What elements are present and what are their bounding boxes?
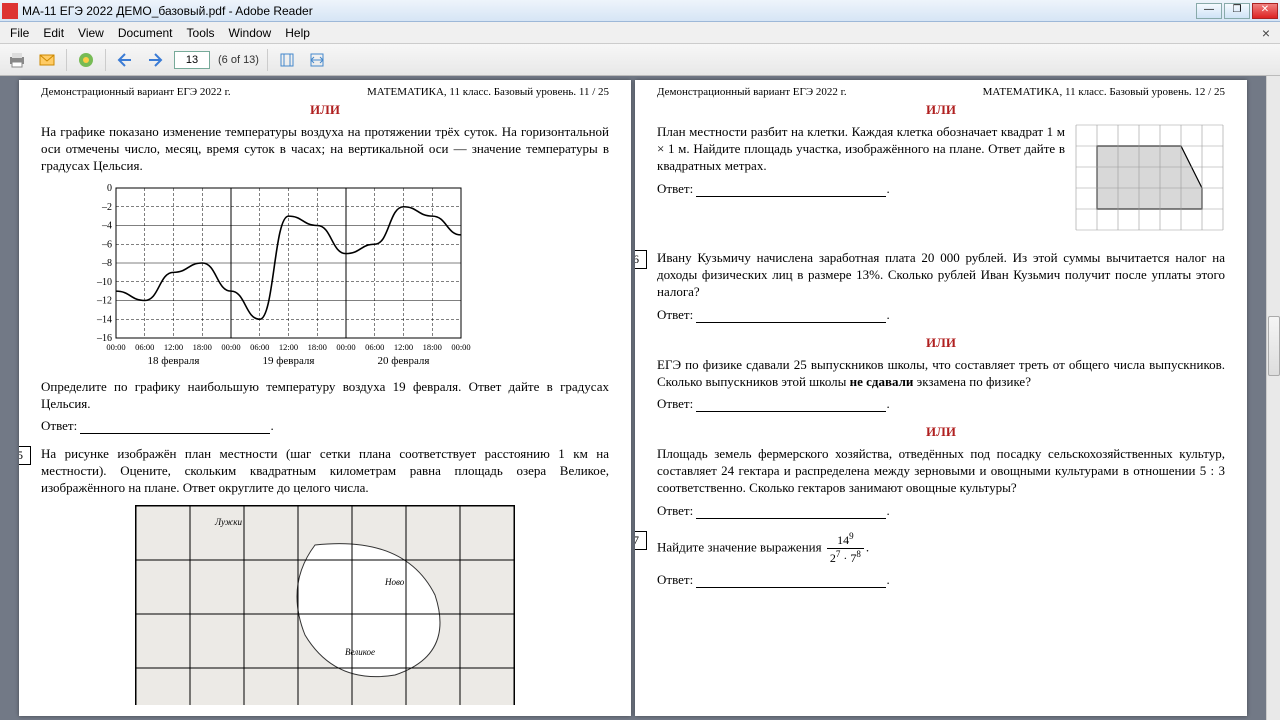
close-button[interactable]: ✕ [1252,3,1278,19]
svg-text:12:00: 12:00 [279,342,298,352]
svg-text:20 февраля: 20 февраля [378,355,430,367]
problem-b-text: ЕГЭ по физике сдавали 25 выпускников шко… [657,357,1225,391]
menu-edit[interactable]: Edit [37,24,70,42]
page-header-left: Демонстрационный вариант ЕГЭ 2022 г. [657,86,847,98]
svg-text:0: 0 [107,183,112,194]
svg-text:Великое: Великое [345,647,375,657]
toolbar: (6 of 13) [0,44,1280,76]
answer-line [696,311,886,323]
answer-line [696,507,886,519]
question-5-text: На рисунке изображён план местности (шаг… [41,446,609,497]
svg-text:00:00: 00:00 [451,342,470,352]
menu-view[interactable]: View [72,24,110,42]
svg-text:–12: –12 [96,295,112,306]
question-number-5: 5 [19,446,31,465]
window-buttons: — ❐ ✕ [1196,3,1278,19]
svg-text:06:00: 06:00 [365,342,384,352]
menu-bar: File Edit View Document Tools Window Hel… [0,22,1280,44]
svg-text:–2: –2 [101,201,112,212]
vertical-scrollbar[interactable] [1266,76,1280,720]
svg-text:18 февраля: 18 февраля [148,355,200,367]
pdf-page-right: Демонстрационный вариант ЕГЭ 2022 г. МАТЕ… [635,80,1247,716]
menu-tools[interactable]: Tools [181,24,221,42]
page-header-left: Демонстрационный вариант ЕГЭ 2022 г. [41,86,231,98]
window-title: МА-11 ЕГЭ 2022 ДЕМО_базовый.pdf - Adobe … [22,4,1196,18]
next-page-icon[interactable] [144,49,166,71]
answer-label: Ответ: [657,503,693,518]
svg-text:19 февраля: 19 февраля [263,355,315,367]
svg-text:06:00: 06:00 [250,342,269,352]
maximize-button[interactable]: ❐ [1224,3,1250,19]
app-icon [2,3,18,19]
svg-text:12:00: 12:00 [394,342,413,352]
svg-text:Ново: Ново [384,577,405,587]
or-divider: ИЛИ [657,424,1225,440]
svg-text:–8: –8 [101,258,112,269]
question-number-6: 6 [635,250,647,269]
svg-text:00:00: 00:00 [106,342,125,352]
question-7-text: Найдите значение выражения [657,540,822,555]
svg-text:Лужки: Лужки [214,517,242,527]
svg-text:–4: –4 [101,220,112,231]
menu-window[interactable]: Window [223,24,278,42]
svg-text:00:00: 00:00 [221,342,240,352]
answer-label: Ответ: [657,307,693,322]
menu-document[interactable]: Document [112,24,179,42]
svg-text:–10: –10 [96,276,112,287]
svg-text:00:00: 00:00 [336,342,355,352]
svg-text:18:00: 18:00 [423,342,442,352]
question-6-text: Ивану Кузьмичу начислена заработная плат… [657,250,1225,301]
svg-text:18:00: 18:00 [308,342,327,352]
or-divider: ИЛИ [657,102,1225,118]
map-grid: Лужки Ново Великое [135,505,515,705]
page-number-input[interactable] [174,51,210,69]
page-header-right: МАТЕМАТИКА, 11 класс. Базовый уровень. 1… [367,86,609,98]
minimize-button[interactable]: — [1196,3,1222,19]
content-area: Демонстрационный вариант ЕГЭ 2022 г. МАТЕ… [0,76,1280,720]
collab-icon[interactable] [75,49,97,71]
menu-file[interactable]: File [4,24,35,42]
or-divider: ИЛИ [41,102,609,118]
answer-label: Ответ: [41,418,77,433]
scrollbar-thumb[interactable] [1268,316,1280,376]
question-number-7: 7 [635,531,647,550]
prev-page-icon[interactable] [114,49,136,71]
answer-label: Ответ: [657,181,693,196]
answer-line [696,576,886,588]
answer-line [80,422,270,434]
email-icon[interactable] [36,49,58,71]
answer-label: Ответ: [657,572,693,587]
problem-question: Определите по графику наибольшую темпера… [41,379,609,413]
area-grid [1075,124,1225,234]
svg-text:06:00: 06:00 [135,342,154,352]
zoom-fit-icon[interactable] [276,49,298,71]
answer-label: Ответ: [657,396,693,411]
page-header-right: МАТЕМАТИКА, 11 класс. Базовый уровень. 1… [983,86,1225,98]
svg-text:12:00: 12:00 [164,342,183,352]
svg-text:18:00: 18:00 [193,342,212,352]
temperature-chart: 0–2–4–6–8–10–12–14–1600:0006:0012:0018:0… [91,183,491,373]
page-total: (6 of 13) [218,54,259,66]
doc-close-icon[interactable]: × [1256,25,1276,41]
zoom-width-icon[interactable] [306,49,328,71]
svg-text:–14: –14 [96,314,112,325]
title-bar: МА-11 ЕГЭ 2022 ДЕМО_базовый.pdf - Adobe … [0,0,1280,22]
answer-line [696,400,886,412]
problem-c-text: Площадь земель фермерского хозяйства, от… [657,446,1225,497]
or-divider: ИЛИ [657,335,1225,351]
menu-help[interactable]: Help [279,24,316,42]
pdf-page-left: Демонстрационный вариант ЕГЭ 2022 г. МАТЕ… [19,80,631,716]
print-icon[interactable] [6,49,28,71]
svg-text:–6: –6 [101,239,112,250]
fraction: 149 27 · 78 [827,531,864,566]
answer-line [696,185,886,197]
problem-text: На графике показано изменение температур… [41,124,609,175]
